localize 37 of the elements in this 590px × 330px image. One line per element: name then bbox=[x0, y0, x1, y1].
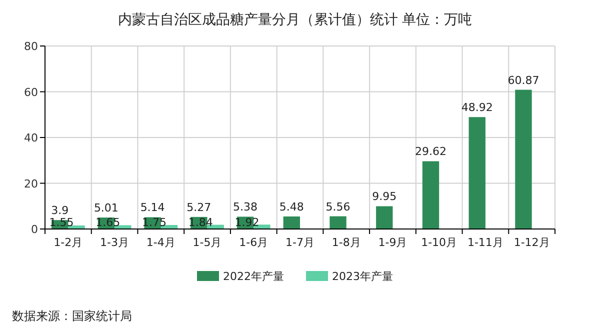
data-label: 48.92 bbox=[461, 101, 493, 114]
bar bbox=[515, 90, 532, 229]
x-tick-label: 1-12月 bbox=[514, 236, 550, 249]
bar bbox=[330, 216, 346, 229]
data-label: 9.95 bbox=[372, 190, 397, 204]
x-tick-label: 1-6月 bbox=[239, 236, 268, 249]
data-label: 5.27 bbox=[186, 200, 212, 214]
bar bbox=[376, 206, 393, 229]
y-tick-label: 80 bbox=[24, 40, 38, 53]
legend-label: 2023年产量 bbox=[332, 270, 393, 283]
bar bbox=[468, 117, 486, 229]
x-tick-label: 1-10月 bbox=[421, 236, 458, 249]
bar bbox=[283, 216, 300, 229]
x-tick-label: 1-11月 bbox=[467, 236, 504, 249]
x-tick-label: 1-7月 bbox=[286, 236, 314, 249]
bar bbox=[422, 161, 440, 229]
x-tick-label: 1-3月 bbox=[100, 236, 130, 249]
y-tick-label: 0 bbox=[31, 223, 38, 236]
data-label: 5.48 bbox=[279, 200, 304, 214]
x-tick-label: 1-2月 bbox=[54, 236, 83, 249]
data-label: 29.62 bbox=[414, 145, 446, 158]
source-note: 数据来源：国家统计局 bbox=[12, 309, 132, 323]
x-tick-label: 1-8月 bbox=[332, 236, 361, 249]
data-label: 5.01 bbox=[94, 202, 118, 215]
x-tick-label: 1-9月 bbox=[378, 236, 408, 249]
chart-title: 内蒙古自治区成品糖产量分月（累计值）统计 单位：万吨 bbox=[118, 12, 472, 28]
data-label: 60.87 bbox=[508, 74, 540, 87]
data-label: 5.56 bbox=[326, 200, 350, 214]
legend-label: 2022年产量 bbox=[223, 270, 284, 283]
y-tick-label: 60 bbox=[24, 86, 38, 99]
y-tick-label: 20 bbox=[24, 177, 38, 190]
data-label: 5.38 bbox=[233, 200, 258, 214]
data-label: 3.9 bbox=[51, 204, 69, 218]
x-tick-label: 1-4月 bbox=[146, 236, 176, 249]
x-tick-label: 1-5月 bbox=[192, 236, 222, 249]
y-tick-label: 40 bbox=[24, 132, 38, 144]
data-label: 5.14 bbox=[140, 201, 165, 214]
